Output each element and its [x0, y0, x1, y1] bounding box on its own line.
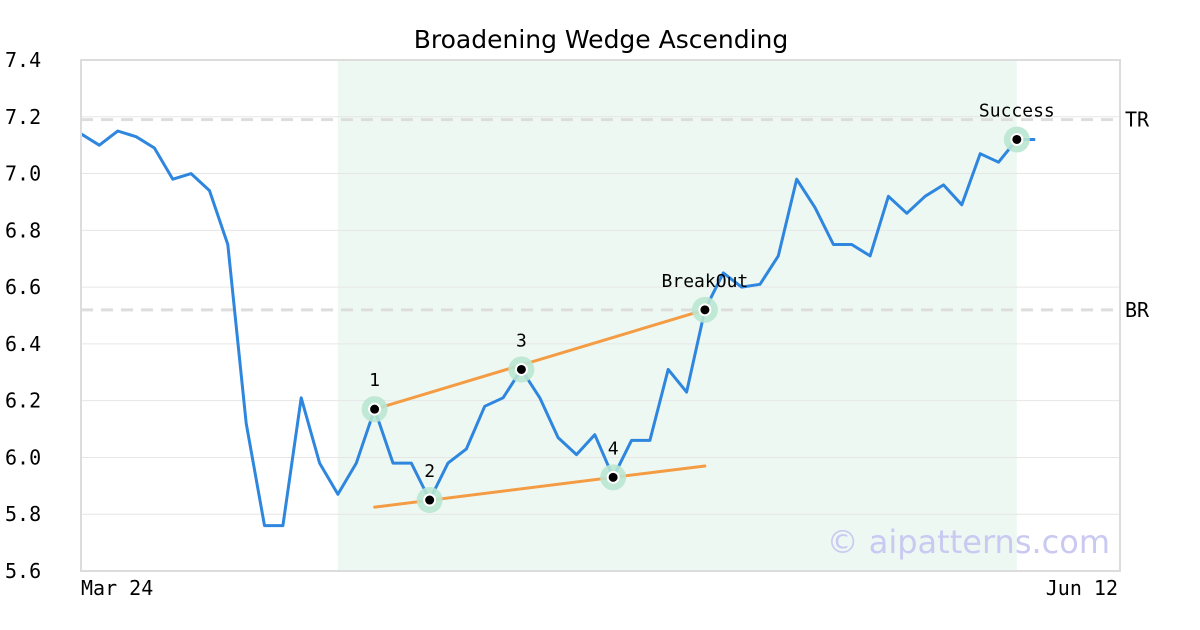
trendline — [373, 308, 707, 411]
x-tick-label: Jun 12 — [1046, 576, 1118, 600]
level-layer: TR BR — [81, 108, 1150, 322]
level-label: TR — [1125, 108, 1150, 132]
point-label: 1 — [369, 370, 380, 391]
y-tick-label: 6.0 — [5, 445, 41, 469]
pattern-band — [337, 60, 1017, 571]
level-label: BR — [1125, 298, 1150, 322]
point-label: 3 — [516, 330, 527, 351]
marker-point — [368, 402, 382, 416]
y-tick-label: 5.6 — [5, 559, 41, 583]
marker-layer: 1 2 3 4 BreakOut Success — [361, 100, 1055, 514]
y-tick-label: 6.4 — [5, 332, 41, 356]
chart-title: Broadening Wedge Ascending — [414, 25, 789, 54]
marker-point — [423, 493, 437, 507]
marker-point — [606, 470, 620, 484]
point-label: 4 — [608, 438, 619, 459]
y-tick-label: 6.6 — [5, 275, 41, 299]
marker-point — [698, 303, 712, 317]
y-tick-label: 7.0 — [5, 162, 41, 186]
y-tick-label: 6.8 — [5, 218, 41, 242]
y-tick-label: 5.8 — [5, 502, 41, 526]
marker-point — [1010, 132, 1024, 146]
y-tick-label: 7.4 — [5, 48, 41, 72]
point-label: 2 — [424, 461, 435, 482]
point-label: Success — [979, 100, 1055, 121]
series-layer — [80, 129, 1036, 528]
pattern-band-layer — [337, 60, 1017, 571]
y-tick-label: 7.2 — [5, 105, 41, 129]
grid-layer — [81, 116, 1120, 515]
watermark: © aipatterns.com — [827, 523, 1110, 561]
axis-layer: 5.6 5.8 6.0 6.2 6.4 6.6 6.8 7.0 7.2 7.4 Mar 24 Jun … — [5, 48, 1121, 600]
marker-point — [514, 362, 528, 376]
plot-frame — [80, 59, 1121, 572]
y-tick-label: 6.2 — [5, 389, 41, 413]
x-tick-label: Mar 24 — [81, 576, 153, 600]
point-label: BreakOut — [662, 271, 749, 292]
price-line — [80, 129, 1036, 528]
